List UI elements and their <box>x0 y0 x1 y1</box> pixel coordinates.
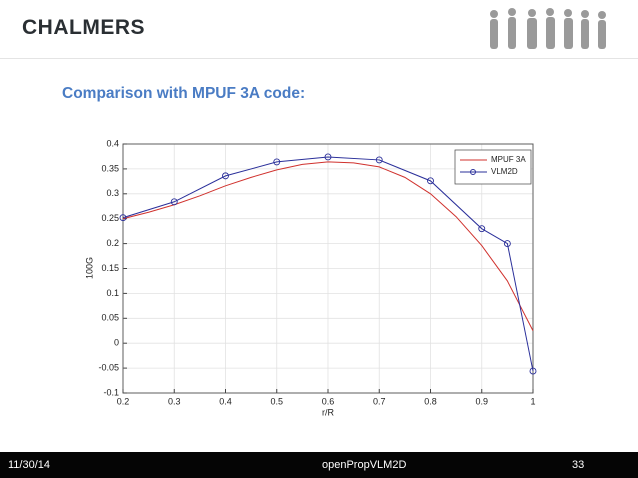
footer-title: openPropVLM2D <box>322 459 407 471</box>
page-number: 33 <box>572 459 585 471</box>
x-tick-label: 0.9 <box>475 396 488 406</box>
data-point <box>503 240 511 248</box>
data-point <box>222 172 229 180</box>
y-tick-label: 0.1 <box>106 288 119 298</box>
y-tick-label: 0.35 <box>101 163 119 173</box>
x-tick-label: 0.6 <box>322 396 335 406</box>
y-axis-label: 100G <box>84 257 94 279</box>
x-tick-label: 0.4 <box>219 396 232 406</box>
legend-label: MPUF 3A <box>491 155 526 164</box>
plot-frame <box>122 143 534 394</box>
y-tick-label: 0.2 <box>106 238 119 248</box>
y-tick-label: 0.05 <box>101 313 119 323</box>
y-tick-label: 0.4 <box>106 138 119 148</box>
footer-date: 11/30/14 <box>8 459 51 471</box>
series-line <box>122 156 534 372</box>
data-point <box>273 158 281 166</box>
x-axis-label: r/R <box>322 407 334 417</box>
data-point <box>170 198 178 206</box>
data-point <box>478 225 486 233</box>
x-tick-label: 0.5 <box>270 396 283 406</box>
data-point <box>375 156 383 164</box>
people-silhouettes <box>490 8 606 49</box>
x-tick-label: 1 <box>530 396 535 406</box>
y-tick-label: 0 <box>114 338 119 348</box>
x-tick-label: 0.8 <box>424 396 437 406</box>
data-point <box>324 153 332 161</box>
y-tick-label: 0.15 <box>101 263 119 273</box>
y-tick-label: 0.25 <box>101 213 119 223</box>
x-tick-label: 0.2 <box>117 396 130 406</box>
x-tick-label: 0.3 <box>168 396 181 406</box>
data-point <box>427 177 434 185</box>
footer: 11/30/14 openPropVLM2D 33 <box>0 452 638 478</box>
y-tick-label: -0.05 <box>98 362 119 372</box>
y-tick-label: -0.1 <box>103 387 119 397</box>
y-tick-label: 0.3 <box>106 188 119 198</box>
x-tick-label: 0.7 <box>373 396 386 406</box>
slide-title: Comparison with MPUF 3A code: <box>62 85 306 102</box>
chart: r/R 100G -0.1 -0.05 0 0.05 0.1 0.15 0.2 0.25 0.3… <box>84 138 537 417</box>
legend-box <box>454 149 532 185</box>
data-point <box>529 367 537 375</box>
legend-label: VLM2D <box>491 167 518 176</box>
logo: CHALMERS <box>22 16 145 39</box>
data-point <box>119 214 127 222</box>
series-line <box>122 161 534 331</box>
legend-marker <box>470 169 476 175</box>
header-rule <box>0 58 638 59</box>
